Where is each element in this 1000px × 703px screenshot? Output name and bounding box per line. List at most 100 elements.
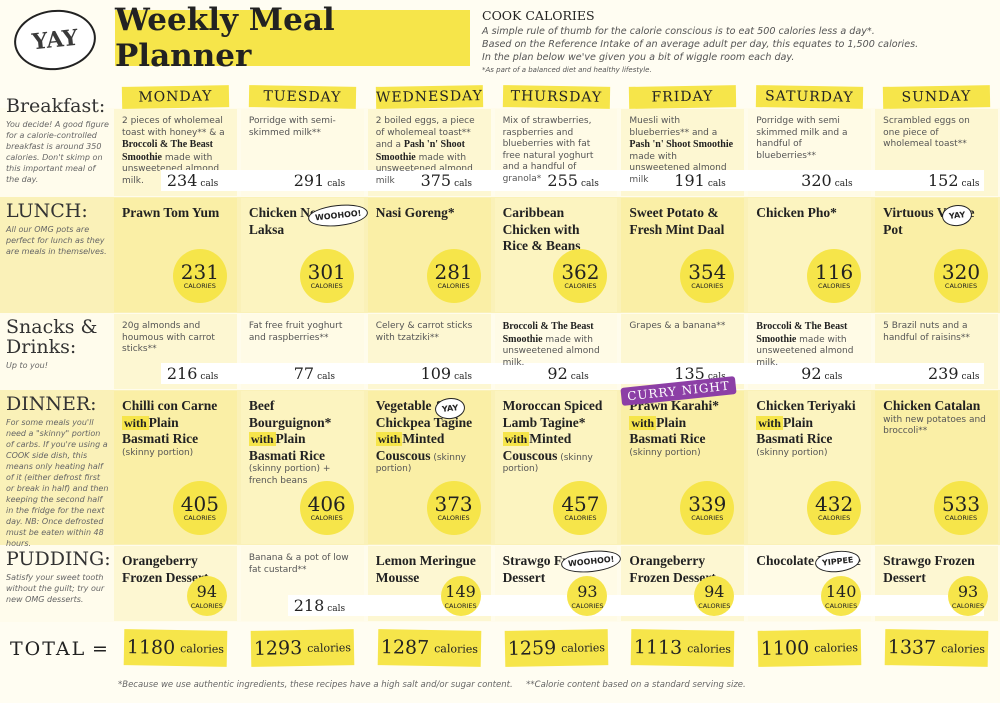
meal-cell: Chicken Pho* (748, 201, 869, 226)
meal-cell: Caribbean Chicken with Rice & Beans (495, 201, 616, 259)
total-unit: calories (560, 640, 605, 655)
calorie-value: 432 (815, 492, 854, 516)
intro-note: *As part of a balanced diet and healthy … (482, 66, 652, 74)
calorie-unit: CALORIES (818, 282, 851, 290)
meal-name: Orangeberry Frozen Dessert (629, 553, 716, 585)
total-box: 1337 calories (884, 629, 989, 667)
meal-cell: Strawgo Frozen Dessert (875, 549, 996, 590)
day-header: SATURDAY (756, 85, 864, 109)
meal-name: Plain Basmati Rice (756, 414, 833, 447)
meal-cell: Beef Bourguignon* with Plain Basmati Rice … (241, 394, 362, 491)
calorie-circle: 405 CALORIES (172, 481, 227, 535)
calorie-value: 373 (434, 492, 473, 516)
meal-detail: (skinny portion) (502, 452, 593, 475)
calorie-unit: cals (961, 179, 980, 189)
with-tag: with (629, 415, 657, 430)
meal-name: Pash 'n' Shoot Smoothie (375, 139, 466, 163)
calorie-unit: cals (327, 179, 346, 189)
meal-cell: Virtuous Veggie Pot (875, 201, 996, 242)
meal-name: Nasi Goreng* (375, 205, 455, 220)
calorie-value: 77 (293, 364, 315, 383)
row-label: Snacks & Drinks: Up to you! (6, 317, 110, 371)
calorie-value: 94 (704, 582, 725, 601)
day-header: SUNDAY (882, 85, 991, 109)
meal-name: Orangeberry Frozen Dessert (122, 553, 209, 585)
day-header: MONDAY (121, 85, 230, 109)
calorie-unit: CALORIES (825, 602, 858, 610)
meal-cell: Prawn Karahi* with Plain Basmati Rice (ski… (621, 394, 742, 463)
with-tag: with (502, 432, 530, 446)
footer: *Because we use authentic ingredients, t… (118, 680, 746, 690)
meal-cell: Prawn Tom Yum (114, 201, 235, 226)
calorie-value: 216 (166, 364, 198, 383)
total-value: 1293 (253, 637, 303, 660)
meal-name: Lemon Meringue Mousse (375, 553, 476, 585)
total-box: 1180 calories (123, 629, 228, 667)
calorie-circle: 231 CALORIES (172, 249, 227, 303)
calorie-unit: CALORIES (698, 602, 731, 610)
calorie-tag: 239 cals (922, 363, 984, 384)
meal-name: Plain Basmati Rice (629, 414, 706, 447)
calorie-unit: CALORIES (190, 602, 223, 610)
day-header: FRIDAY (629, 85, 737, 109)
meal-detail: Celery & carrot sticks with tzatziki** (375, 321, 473, 343)
calorie-value: 93 (577, 582, 598, 601)
calorie-circle: 149 CALORIES (440, 576, 481, 616)
calorie-value: 291 (293, 171, 325, 190)
meal-cell: Orangeberry Frozen Dessert (621, 549, 742, 590)
calorie-value: 457 (561, 492, 600, 516)
meal-name: Plain Basmati Rice (122, 414, 199, 447)
row-label: PUDDING: Satisfy your sweet tooth without… (6, 549, 111, 605)
meal-detail: made with unsweetened almond milk (629, 151, 727, 185)
intro-heading: COOK CALORIES (482, 8, 595, 23)
calorie-circle: 373 CALORIES (426, 481, 481, 535)
calorie-circle: 140 CALORIES (821, 576, 862, 616)
meal-cell: Celery & carrot sticks with tzatziki** (368, 317, 489, 348)
calorie-value: 405 (180, 492, 219, 516)
meal-cell: 2 pieces of wholemeal toast with honey**… (114, 112, 235, 191)
meal-cell: 20g almonds and houmous with carrot stic… (114, 317, 235, 360)
calorie-value: 218 (293, 596, 325, 615)
calorie-circle: 94 CALORIES (694, 576, 735, 616)
total-value: 1100 (760, 637, 810, 660)
calorie-value: 339 (688, 492, 727, 516)
meal-cell: Moroccan Spiced Lamb Tagine* with Minted C… (495, 394, 616, 480)
total-equals: = (92, 638, 108, 660)
meal-detail: 5 Brazil nuts and a handful of raisins** (883, 321, 970, 343)
calorie-unit: CALORIES (437, 282, 470, 290)
meal-name: Chicken Catalan (883, 398, 981, 413)
calorie-unit: CALORIES (944, 282, 978, 290)
meal-detail: Fat free fruit yoghurt and raspberries** (248, 321, 343, 343)
meal-detail: Muesli with blueberries** and a (629, 116, 718, 138)
calorie-unit: cals (200, 179, 219, 189)
calorie-value: 94 (196, 582, 218, 601)
meal-detail: 2 boiled eggs, a piece of wholemeal toas… (375, 116, 475, 150)
calorie-value: 109 (420, 364, 452, 383)
calorie-value: 152 (928, 171, 959, 190)
meal-cell: Scrambled eggs on one piece of wholemeal… (875, 112, 996, 155)
calorie-unit: CALORIES (691, 282, 724, 290)
calorie-value: 320 (941, 260, 981, 284)
calorie-circle: 93 CALORIES (948, 576, 988, 616)
calorie-value: 354 (688, 260, 727, 284)
day-header: THURSDAY (502, 85, 610, 109)
meal-detail: with new potatoes and broccoli** (883, 414, 986, 437)
calorie-value: 406 (307, 492, 346, 516)
meal-name: Chilli con Carne (122, 398, 218, 413)
intro-line: In the plan below we've given you a bit … (482, 52, 795, 63)
meal-name: Prawn Tom Yum (122, 205, 220, 220)
meal-detail: 20g almonds and houmous with carrot stic… (122, 321, 215, 354)
calorie-value: 362 (561, 260, 600, 284)
calorie-value: 191 (674, 171, 705, 190)
calorie-unit: cals (327, 604, 346, 614)
calorie-value: 140 (825, 582, 857, 601)
calorie-value: 239 (928, 364, 959, 383)
title: Weekly Meal Planner (115, 2, 470, 74)
calorie-unit: cals (580, 179, 599, 189)
calorie-unit: CALORIES (183, 514, 216, 522)
calorie-value: 533 (941, 492, 981, 516)
row-note: For some meals you'll need a "skinny" po… (6, 418, 109, 548)
calorie-unit: CALORIES (818, 514, 851, 522)
meal-cell: Lemon Meringue Mousse (368, 549, 489, 590)
meal-detail: Porridge with semi skimmed milk and a ha… (756, 116, 848, 161)
